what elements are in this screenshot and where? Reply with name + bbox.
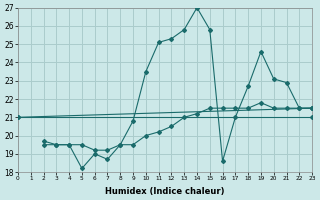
X-axis label: Humidex (Indice chaleur): Humidex (Indice chaleur) [105, 187, 225, 196]
